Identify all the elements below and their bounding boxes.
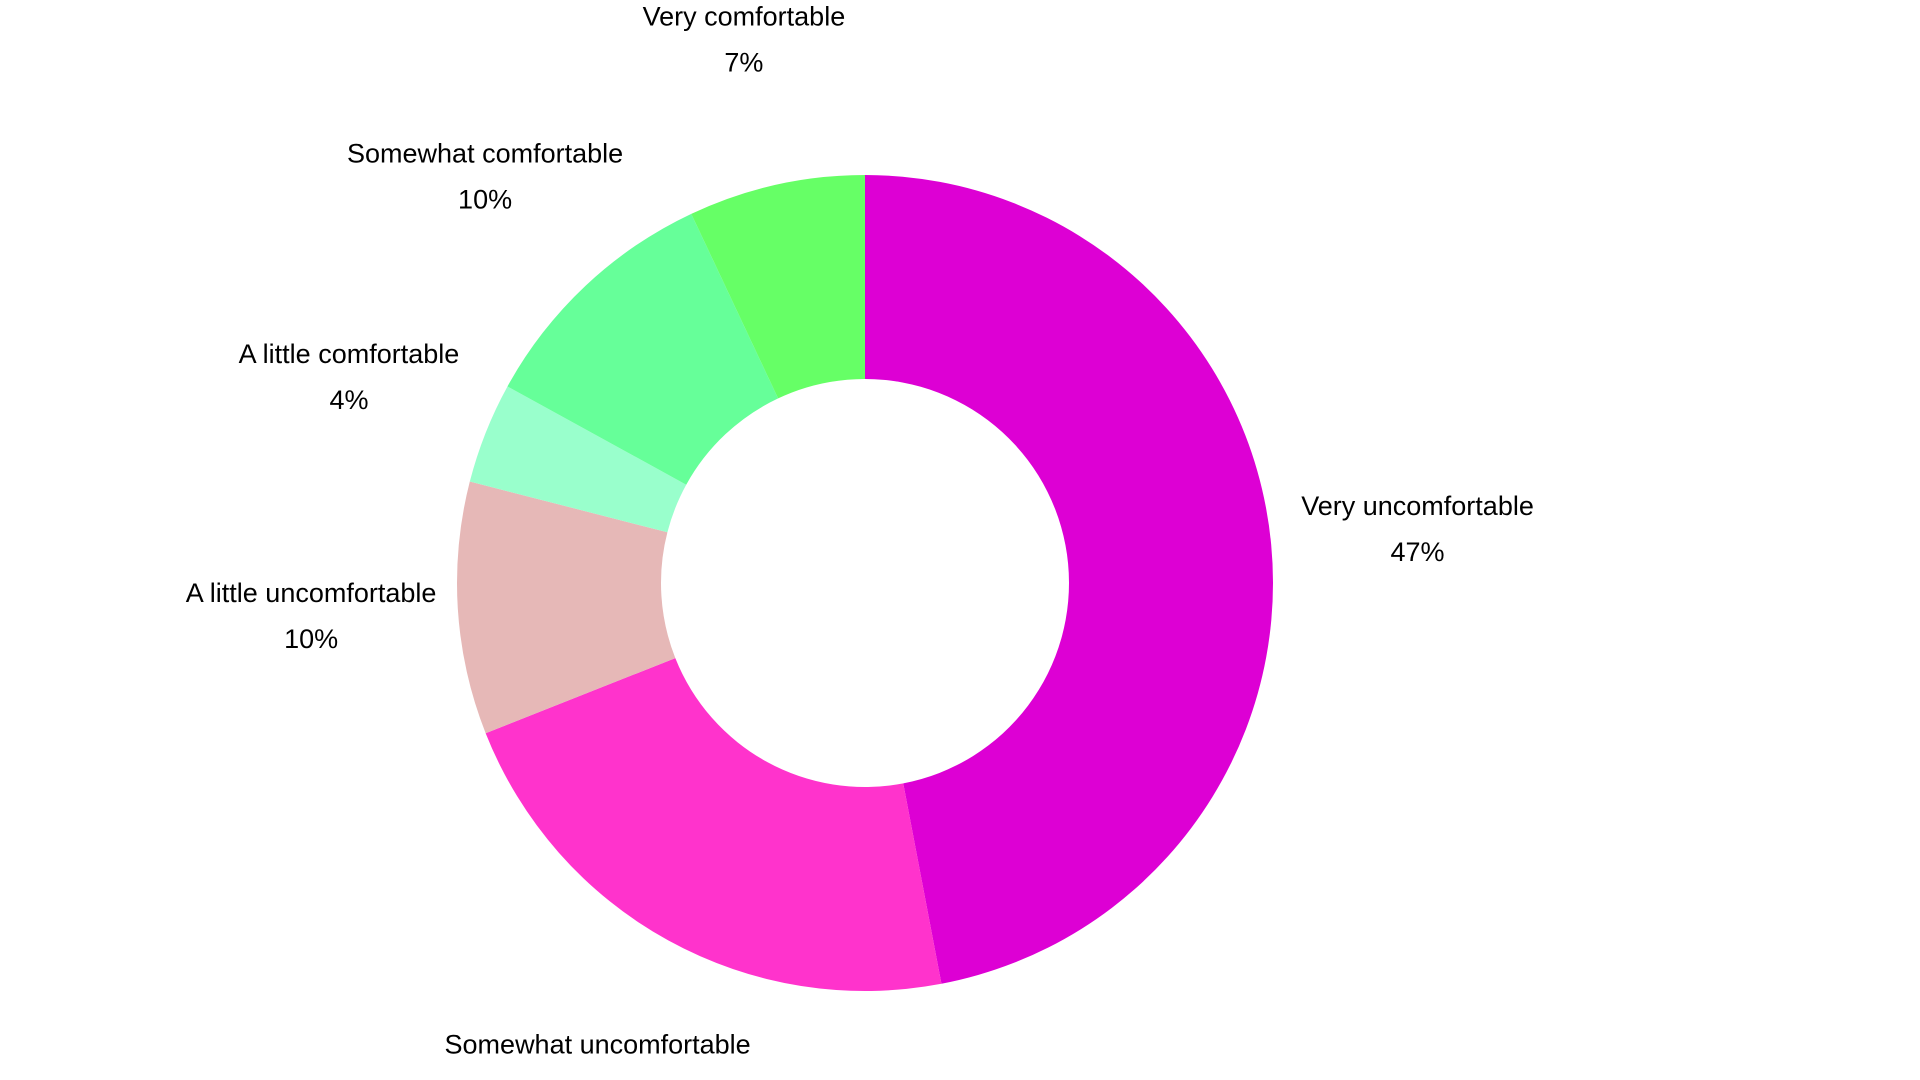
slice-value-label: 7% [724,47,763,77]
slice-value-label: 4% [329,385,368,415]
donut-slice [865,175,1273,984]
donut-slice [469,386,687,533]
donut-slice [691,175,865,399]
slice-value-label: 10% [458,185,512,215]
donut-slice [507,213,779,485]
slice-category-label: A little comfortable [239,339,460,369]
slice-category-label: A little uncomfortable [186,578,437,608]
slice-category-label: Somewhat comfortable [347,139,623,169]
slice-value-label: 47% [1391,537,1445,567]
slice-value-label: 22% [571,1075,625,1080]
donut-slice [456,481,676,734]
slice-category-label: Very uncomfortable [1301,491,1534,521]
slice-value-label: 10% [284,624,338,654]
donut-slice [485,658,942,991]
slice-category-label: Somewhat uncomfortable [445,1029,751,1059]
slice-category-label: Very comfortable [643,1,846,31]
